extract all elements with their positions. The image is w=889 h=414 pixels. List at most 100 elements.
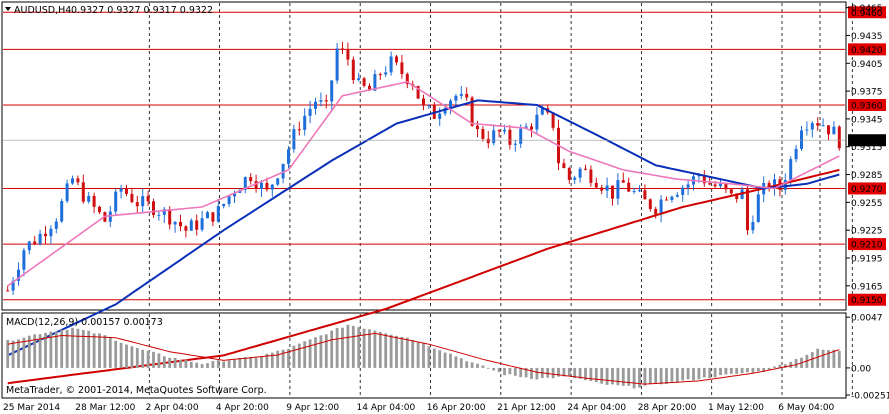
candle-body [141, 196, 145, 207]
macd-bar [584, 367, 587, 381]
macd-bar [605, 367, 609, 385]
macd-bar [270, 352, 274, 368]
macd-bar [400, 336, 404, 368]
macd-bar [378, 331, 382, 368]
candle-body [44, 233, 47, 237]
macd-bar [303, 341, 307, 368]
macd-bar [562, 367, 566, 377]
candle-body [573, 177, 577, 180]
macd-bar [260, 356, 263, 368]
macd-bar [567, 367, 571, 376]
macd-bar [524, 367, 528, 378]
candle-body [303, 115, 307, 130]
level-tag [848, 238, 886, 251]
candle-body [395, 56, 398, 63]
candle-body [497, 130, 501, 132]
macd-bar [578, 367, 582, 379]
candle-body [319, 100, 323, 102]
macd-bar [254, 357, 258, 368]
candle-body [346, 49, 350, 60]
candle-body [405, 73, 409, 85]
macd-bar [762, 367, 766, 372]
macd-bar [108, 337, 112, 368]
macd-tick-label: -0.00251 [851, 392, 889, 402]
macd-bar [654, 367, 658, 384]
candle-body [38, 233, 42, 244]
candle-body [287, 149, 290, 164]
macd-bar [308, 339, 312, 368]
macd-bar [810, 352, 814, 368]
candle-body [594, 182, 598, 188]
candle-body [821, 125, 825, 127]
candle-body [281, 163, 285, 179]
macd-bar [443, 352, 447, 368]
price-panel[interactable] [1, 1, 847, 311]
candle-body [800, 130, 803, 149]
macd-bar [454, 356, 458, 368]
macd-bar [530, 367, 533, 379]
candle-body [810, 123, 814, 130]
candle-body [616, 180, 620, 199]
macd-bar [481, 365, 485, 368]
macd-bar [611, 367, 614, 385]
macd-bar [195, 362, 199, 368]
candle-body [49, 228, 53, 237]
candle-body [513, 143, 517, 145]
macd-bar [470, 362, 474, 368]
macd-bar [168, 357, 172, 368]
candle-body [114, 191, 118, 212]
candle-body [459, 93, 463, 96]
candle-body [168, 209, 172, 225]
macd-bar [508, 367, 512, 375]
candle-body [654, 208, 658, 215]
candle-body [600, 187, 604, 191]
macd-bar [686, 367, 690, 380]
macd-bar [81, 330, 85, 368]
macd-bar [98, 333, 101, 368]
candle-body [530, 126, 533, 130]
macd-bar [54, 331, 58, 368]
candle-body [254, 181, 258, 189]
macd-bar [184, 359, 188, 368]
symbol-label: AUDUSD,H4 [14, 5, 71, 16]
macd-signal-line [7, 332, 840, 385]
candle-body [357, 78, 361, 81]
time-axis: 25 Mar 2014 28 Mar 12:00 2 Apr 04:00 4 Apr … [3, 403, 835, 413]
candle-body [465, 93, 469, 98]
price-tick-label: 0.9435 [851, 32, 883, 42]
symbol-dropdown-icon[interactable] [5, 7, 11, 11]
ma-mid-line [7, 99, 840, 357]
macd-bar [243, 357, 247, 368]
macd-bar [141, 349, 145, 368]
price-tick-label: 0.9345 [851, 115, 883, 125]
candle-body [216, 206, 220, 222]
ma-fast-line [7, 80, 840, 287]
candle-body [832, 126, 836, 135]
candle-body [648, 199, 652, 209]
macd-bar [292, 345, 296, 368]
macd-bar [65, 329, 69, 368]
candle-body [481, 129, 485, 139]
candle-body [373, 74, 377, 91]
candle-body [157, 214, 161, 216]
candle-body [314, 101, 317, 109]
macd-bar [17, 339, 20, 368]
candle-body [638, 190, 641, 192]
macd-bar [719, 367, 722, 376]
candle-body [189, 220, 193, 231]
time-label: 6 May 04:00 [778, 403, 834, 413]
level-tag [848, 182, 886, 195]
candle-body [135, 202, 139, 207]
level-tag [848, 293, 886, 306]
candle-body [540, 108, 544, 115]
macd-bar [71, 327, 74, 368]
macd-bar [287, 348, 290, 368]
macd-bar [713, 367, 717, 378]
macd-bar [476, 363, 479, 368]
macd-panel[interactable] [1, 312, 847, 399]
candle-body [400, 62, 404, 74]
macd-histogram [6, 324, 841, 389]
macd-bar [665, 367, 668, 384]
macd-bar [341, 327, 344, 368]
